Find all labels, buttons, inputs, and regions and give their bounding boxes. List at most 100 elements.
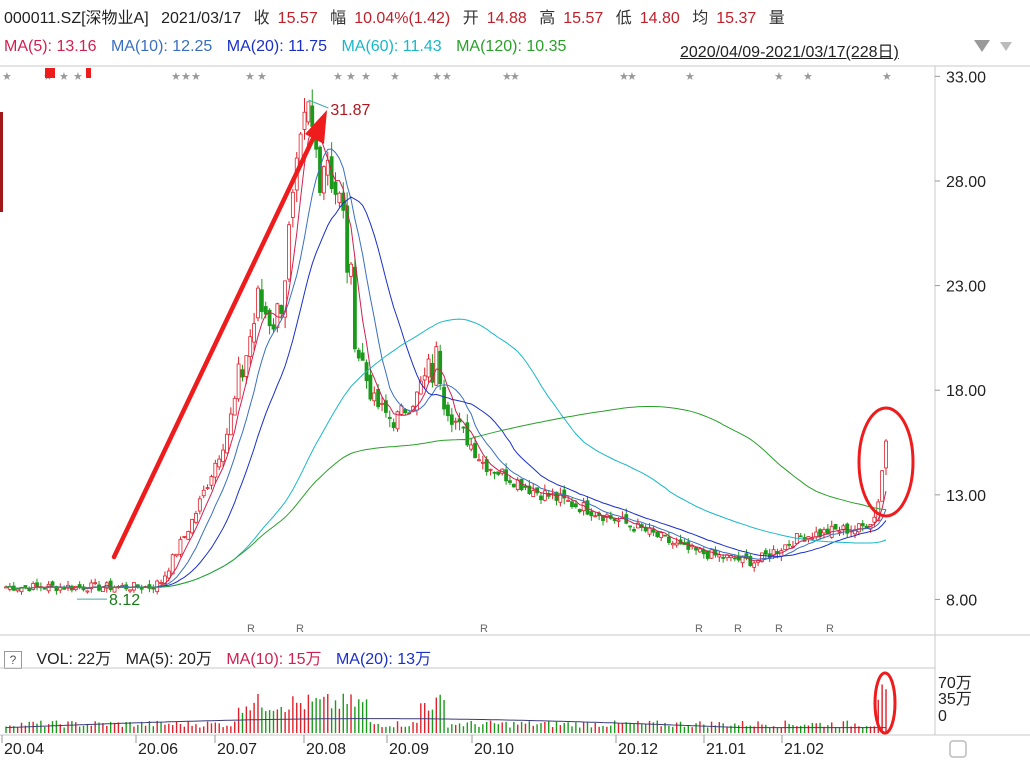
ma5-line [5,124,887,590]
candle-body [438,350,443,385]
candle-body [283,280,288,318]
candle-body [601,515,605,522]
candle-body [166,570,171,579]
price-highlight-circle [857,406,915,518]
candle-body [837,530,842,533]
r-marker: R [695,623,703,635]
price-tick-label: 8.00 [946,592,977,609]
star-marker: ★ [333,71,343,83]
candle-body [752,562,757,568]
date-tick-label: 20.09 [389,741,429,758]
price-tick-label: 33.00 [946,69,986,86]
candle-body [546,493,551,497]
candle-body [279,305,284,314]
star-marker: ★ [181,71,191,83]
candle-body [108,580,113,591]
candle-body [213,462,218,478]
r-marker: R [480,623,488,635]
star-marker: ★ [627,71,637,83]
star-marker: ★ [59,71,69,83]
candle-body [577,509,582,513]
candle-body [182,536,187,538]
collapse-arrow-icon[interactable] [1000,42,1012,51]
close-value: 15.57 [277,10,318,27]
candle-body [15,588,20,592]
candle-body [783,544,788,550]
candle-body [694,546,698,551]
change-value: 10.04%(1.42) [354,10,451,27]
candle-body [686,541,691,550]
left-edge-marker [0,112,3,212]
ma20-line [5,196,887,589]
candle-body [453,420,458,423]
candles-group [4,89,888,595]
candle-body [814,531,819,538]
candle-body [62,587,67,590]
candle-body [101,586,105,593]
candle-body [504,469,508,482]
price-tick-label: 23.00 [946,279,986,296]
candle-body [376,389,381,408]
ma120-line [5,406,887,589]
candle-body [570,501,574,508]
candle-body [333,181,338,195]
star-marker: ★ [882,71,892,83]
close-label: 收 [253,10,270,27]
candle-body [201,489,206,497]
candle-body [236,363,241,400]
high-pointer [308,99,329,109]
ma-legend: MA(5): 13.16 MA(10): 12.25 MA(20): 11.75… [4,38,576,62]
candle-body [763,550,768,555]
ma10-line [5,148,887,589]
candle-body [186,531,191,540]
candle-body [442,386,446,410]
r-marker: R [247,623,255,635]
star-marker: ★ [510,71,520,83]
stock-code[interactable]: 000011.SZ[深物业A] [4,10,149,27]
date-tick-label: 21.01 [706,741,746,758]
candle-body [205,487,210,489]
range-dropdown-icon[interactable] [974,40,990,52]
vol-ma5: MA(5): 20万 [125,651,212,668]
date-tick-label: 20.07 [217,741,257,758]
date-range[interactable]: 2020/04/09-2021/03/17(228日) [680,44,899,61]
candle-body [884,440,888,469]
candle-body [244,355,249,377]
candle-body [667,536,671,543]
candle-body [593,515,598,518]
candle-body [267,309,272,327]
candle-body [670,543,675,546]
candle-body [228,413,233,436]
r-marker: R [734,623,742,635]
trend-arrow-head [305,110,327,144]
star-marker: ★ [774,71,784,83]
price-tick-label: 13.00 [946,488,986,505]
candle-body [818,529,822,537]
candle-body [822,529,826,534]
ma60-line [5,318,887,589]
candle-body [271,324,276,330]
trend-arrow-shaft [111,125,321,560]
candle-body [190,519,194,534]
candle-body [860,523,865,527]
ma120-legend: MA(120): 10.35 [456,38,567,55]
low-value: 14.80 [639,10,680,27]
candle-body [426,358,431,378]
candle-body [511,483,516,488]
candle-body [856,523,861,533]
high-value: 15.57 [563,10,604,27]
volume-group [5,684,887,733]
candle-body [760,552,764,562]
candle-body [259,289,264,312]
star-marker: ★ [245,71,255,83]
candle-body [356,349,361,359]
candle-body [488,468,493,471]
candle-body [50,581,55,586]
candle-body [465,422,470,446]
candle-body [54,586,59,592]
candle-body [775,551,780,554]
star-marker: ★ [171,71,181,83]
star-marker: ★ [619,71,629,83]
candle-body [225,433,229,454]
